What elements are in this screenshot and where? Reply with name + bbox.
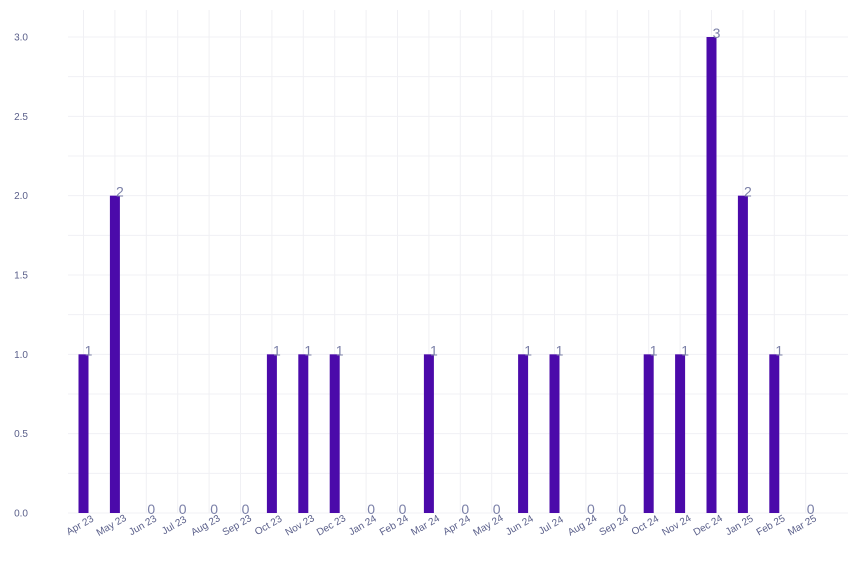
bar-value-label: 1 xyxy=(681,342,689,358)
bar xyxy=(329,354,340,513)
bar-value-label: 0 xyxy=(210,501,218,517)
bar xyxy=(769,354,780,513)
y-tick-label: 0.0 xyxy=(14,509,28,520)
x-tick-label: Jan 24 xyxy=(347,513,379,538)
x-tick-label: Dec 24 xyxy=(692,513,725,539)
x-tick-label: Oct 23 xyxy=(253,513,284,537)
x-tick-label: Jul 23 xyxy=(160,514,189,537)
x-tick-label: Jan 25 xyxy=(724,513,756,538)
bar-value-label: 0 xyxy=(179,501,187,517)
x-tick-label: May 24 xyxy=(471,513,505,539)
bar-value-label: 0 xyxy=(147,501,155,517)
y-tick-label: 3.0 xyxy=(14,33,28,44)
x-tick-label: May 23 xyxy=(95,513,129,539)
x-tick-label: Nov 24 xyxy=(660,513,693,539)
bar xyxy=(423,354,434,513)
x-tick-label: Feb 25 xyxy=(755,513,788,538)
bar-value-label: 0 xyxy=(587,501,595,517)
bar xyxy=(549,354,560,513)
bar-value-label: 0 xyxy=(242,501,250,517)
bar xyxy=(518,354,529,513)
bar-value-label: 1 xyxy=(556,342,564,358)
bar-value-label: 0 xyxy=(493,501,501,517)
bar-value-label: 0 xyxy=(461,501,469,517)
x-tick-label: Mar 24 xyxy=(409,513,442,538)
bar-value-label: 1 xyxy=(273,342,281,358)
bar-value-label: 0 xyxy=(807,501,815,517)
bar xyxy=(643,354,654,513)
bar xyxy=(266,354,277,513)
bar-value-label: 3 xyxy=(713,25,721,41)
bar-value-label: 0 xyxy=(367,501,375,517)
bar-value-label: 1 xyxy=(775,342,783,358)
bar-value-label: 1 xyxy=(85,342,93,358)
y-tick-label: 2.5 xyxy=(14,112,28,123)
grid-lines xyxy=(68,10,848,514)
bar-value-label: 1 xyxy=(524,342,532,358)
y-tick-label: 0.5 xyxy=(14,429,28,440)
y-tick-label: 1.0 xyxy=(14,350,28,361)
bar-value-label: 0 xyxy=(399,501,407,517)
x-tick-label: Dec 23 xyxy=(315,513,348,539)
x-tick-label: Apr 23 xyxy=(65,513,96,537)
bar-value-label: 2 xyxy=(744,184,752,200)
x-tick-label: Jun 24 xyxy=(504,513,536,538)
x-tick-label: Apr 24 xyxy=(442,513,473,537)
bar-value-label: 1 xyxy=(336,342,344,358)
bar-value-label: 1 xyxy=(430,342,438,358)
x-tick-label: Jun 23 xyxy=(127,513,159,538)
data-labels: 1 2 0 0 0 0 1 1 1 0 0 1 0 0 1 1 0 0 1 1 3 2 1 0 xyxy=(85,25,815,517)
bar xyxy=(109,195,120,513)
y-tick-label: 2.0 xyxy=(14,191,28,202)
x-tick-label: Jul 24 xyxy=(537,514,566,537)
bar xyxy=(78,354,89,513)
bar xyxy=(706,37,717,513)
bar xyxy=(737,195,748,513)
x-tick-label: Nov 23 xyxy=(284,513,317,539)
bar xyxy=(675,354,686,513)
bars xyxy=(78,37,780,513)
bar xyxy=(298,354,309,513)
bar-value-label: 2 xyxy=(116,184,124,200)
bar-value-label: 1 xyxy=(650,342,658,358)
bar-value-label: 0 xyxy=(618,501,626,517)
y-tick-label: 1.5 xyxy=(14,271,28,282)
bar-value-label: 1 xyxy=(304,342,312,358)
y-axis-ticks: 0.0 0.5 1.0 1.5 2.0 2.5 3.0 xyxy=(14,33,28,520)
x-tick-label: Oct 24 xyxy=(630,513,661,537)
